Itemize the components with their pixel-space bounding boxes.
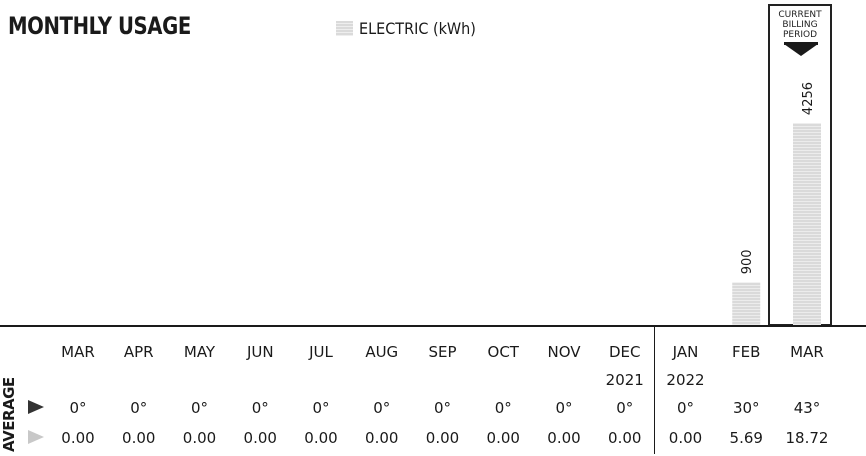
month-label: SEP [428, 343, 457, 361]
bar-feb-11 [732, 282, 761, 325]
average-daily-usage: 0.00 [425, 429, 460, 447]
average-daily-usage: 0.00 [243, 429, 277, 447]
data-label-mar-12: 4256 [801, 82, 816, 115]
average-temperature: 0° [555, 399, 573, 417]
dark-triangle-icon [28, 400, 44, 414]
average-daily-usage: 18.72 [785, 429, 829, 447]
year-label: 2021 [605, 371, 644, 389]
month-label: JUL [309, 343, 333, 361]
usage-bar-chart: 900 4256 [732, 82, 821, 325]
average-temperature: 0° [190, 399, 209, 417]
month-label: MAR [790, 343, 824, 361]
average-daily-usage: 0.00 [304, 429, 338, 447]
average-temperature: 0° [494, 399, 512, 417]
x-axis-line [0, 325, 866, 327]
month-label: DEC [608, 343, 641, 361]
current-billing-period-label: CURRENT BILLING PERIOD [778, 10, 822, 40]
average-temperature: 0° [676, 399, 695, 417]
bar-mar-12 [793, 123, 821, 325]
month-label: APR [123, 343, 154, 361]
average-daily-usage: 0.00 [608, 429, 642, 447]
month-label: MAY [183, 343, 216, 361]
down-arrow-icon-bar [784, 42, 818, 45]
data-label-feb-11: 900 [740, 249, 755, 274]
month-label: FEB [732, 343, 761, 361]
down-arrow-icon [784, 44, 818, 56]
month-label: NOV [547, 343, 581, 361]
average-daily-usage: 5.69 [729, 429, 763, 447]
average-daily-usage: 0.00 [122, 429, 156, 447]
year-label: 2022 [666, 371, 705, 389]
month-label: JUN [246, 343, 274, 361]
average-daily-usage: 0.00 [668, 429, 703, 447]
average-temperature: 0° [251, 399, 269, 417]
average-temperature: 0° [433, 399, 452, 417]
average-temperature: 0° [616, 399, 634, 417]
legend-swatch-electric [336, 21, 353, 36]
light-triangle-icon [28, 430, 44, 444]
average-daily-usage: 0.00 [61, 429, 95, 447]
average-daily-usage: 0.00 [365, 429, 399, 447]
average-temperature: 0° [373, 399, 391, 417]
average-daily-usage: 0.00 [182, 429, 217, 447]
month-label: OCT [487, 343, 519, 361]
month-label: MAR [61, 343, 95, 361]
average-label: AVERAGE [0, 377, 18, 452]
average-daily-usage: 0.00 [486, 429, 520, 447]
legend-label-electric: ELECTRIC (kWh) [359, 19, 476, 38]
year-divider-line [654, 327, 655, 454]
average-temperature: 43° [793, 399, 821, 417]
chart-title: MONTHLY USAGE [8, 12, 191, 40]
month-label: AUG [365, 343, 399, 361]
average-temperature: 0° [312, 399, 330, 417]
average-daily-usage: 0.00 [547, 429, 581, 447]
legend: ELECTRIC (kWh) [336, 19, 489, 38]
average-temperature: 30° [732, 399, 760, 417]
average-temperature: 0° [130, 399, 148, 417]
month-label: JAN [672, 343, 699, 361]
average-temperature: 0° [69, 399, 87, 417]
